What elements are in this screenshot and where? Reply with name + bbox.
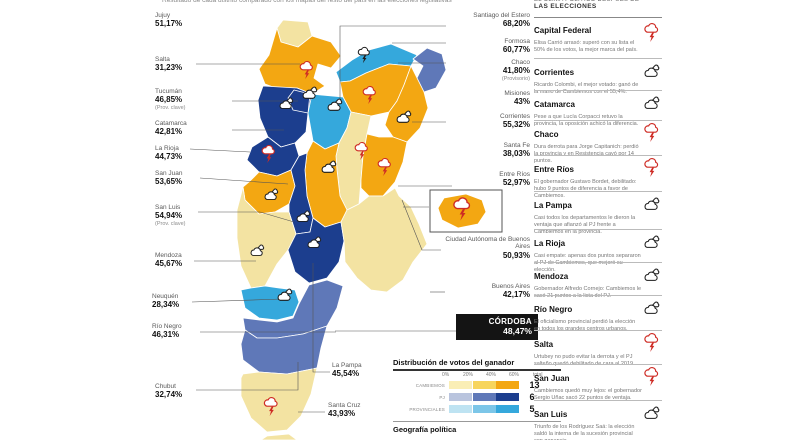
map-label-chubut: Chubut 32,74% <box>155 383 183 400</box>
map-label-santa-cruz: Santa Cruz 43,93% <box>328 402 361 419</box>
sidebar-entry-chaco: Chaco Dura derrota para Jorge Capitanich… <box>534 120 662 165</box>
swatch <box>496 405 519 413</box>
sidebar: EL CLIMA POLÍTICO DESPUÉS DE LAS ELECCIO… <box>534 0 662 440</box>
map-label-rio-negro: Río Negro 46,31% <box>152 323 182 340</box>
map-label-santiago: Santiago del Estero 68,20% <box>473 12 530 29</box>
top-caption: Resultado de cada distrito comparado con… <box>162 0 452 4</box>
map-label-neuquen: Neuquén 28,34% <box>152 293 180 310</box>
clouds-icon <box>643 60 660 82</box>
map-label-salta: Salta 31,23% <box>155 56 183 73</box>
legend-row-provinciales: Provinciales 5 <box>409 404 535 414</box>
entre-rios-inset <box>429 189 503 233</box>
province-corrientes <box>384 65 429 143</box>
clouds-icon <box>643 92 660 114</box>
map-label-san-juan: San Juan 53,65% <box>155 170 183 187</box>
sidebar-header: EL CLIMA POLÍTICO DESPUÉS DE LAS ELECCIO… <box>534 0 662 18</box>
map-label-entre-rios: Entre Ríos 52,97% <box>499 171 530 188</box>
legend-title: Distribución de votos del ganador <box>393 358 561 371</box>
swatch <box>472 405 496 413</box>
province-santa-cruz <box>240 367 318 433</box>
sidebar-entry-corrientes: Corrientes Ricardo Colombi, el mejor vot… <box>534 58 662 96</box>
clouds-icon <box>643 231 660 253</box>
province-chubut <box>240 325 328 375</box>
swatch <box>449 393 472 401</box>
province-la-pampa <box>287 217 345 284</box>
swatch <box>472 393 496 401</box>
leader-lines <box>189 25 456 413</box>
sidebar-entry-san-luis: San Luis Triunfo de los Rodríguez Saá: l… <box>534 400 662 440</box>
storm-icon <box>643 332 660 354</box>
sidebar-entry-entre-rios: Entre Ríos El gobernador Gustavo Bordet,… <box>534 155 662 200</box>
map-label-san-luis: San Luis 54,94% (Prov. clave) <box>155 204 186 227</box>
province-misiones <box>412 47 447 93</box>
map-label-la-rioja: La Rioja 44,73% <box>155 145 183 162</box>
legend-footer: Geografía política <box>393 421 561 434</box>
swatch <box>449 381 472 389</box>
clouds-icon <box>643 297 660 319</box>
clouds-icon <box>643 402 660 424</box>
map-label-formosa: Formosa 60,77% <box>502 38 530 55</box>
province-buenos-aires <box>340 187 428 293</box>
province-tierra-del-fuego <box>260 433 298 440</box>
swatch <box>449 405 472 413</box>
province-salta <box>258 27 342 95</box>
sidebar-entry-la-rioja: La Rioja Casi empate: apenas dos puntos … <box>534 229 662 274</box>
map-label-catamarca: Catamarca 42,81% <box>155 120 187 137</box>
legend: Distribución de votos del ganador 0% 20%… <box>393 358 561 434</box>
storm-icon <box>643 22 660 44</box>
map-label-la-pampa: La Pampa 45,54% <box>332 362 362 379</box>
sidebar-entry-salta: Salta Urtubey no pudo evitar la derrota … <box>534 330 662 368</box>
sidebar-entry-mendoza: Mendoza Gobernador Alfredo Cornejo: Camb… <box>534 262 662 300</box>
map-label-tucuman: Tucumán 46,85% (Prov. clave) <box>155 88 186 111</box>
storm-icon <box>643 157 660 179</box>
legend-ticks: 0% 20% 40% 60% total <box>442 372 543 378</box>
sidebar-entry-capital-federal: Capital Federal Elisa Carrió arrasó: sup… <box>534 20 662 54</box>
map-label-misiones: Misiones 43% <box>504 90 530 107</box>
map-label-caba: Ciudad Autónoma de Buenos Aires 50,93% <box>445 236 530 260</box>
map-label-mendoza: Mendoza 45,67% <box>155 252 183 269</box>
legend-row-pj: PJ 6 <box>439 392 535 402</box>
sidebar-entry-rio-negro: Río Negro El oficialismo provincial perd… <box>534 295 662 333</box>
storm-icon <box>643 366 660 388</box>
legend-row-cambiemos: Cambiemos 13 <box>415 380 540 390</box>
sidebar-entry-san-juan: San Juan Cambiemos quedó muy lejos: el g… <box>534 364 662 402</box>
map-label-chaco: Chaco 41,80% (Provisorio) <box>501 59 530 82</box>
storm-icon <box>643 122 660 144</box>
clouds-icon <box>643 264 660 286</box>
clouds-icon <box>643 193 660 215</box>
swatch <box>472 381 496 389</box>
map-label-jujuy: Jujuy 51,17% <box>155 12 183 29</box>
sidebar-entry-catamarca: Catamarca Pese a que Lucía Corpacci retu… <box>534 90 662 128</box>
sidebar-entry-la-pampa: La Pampa Casi todos los departamentos le… <box>534 191 662 236</box>
swatch <box>496 381 519 389</box>
map-label-corrientes: Corrientes 55,32% <box>500 113 530 130</box>
map-label-santa-fe: Santa Fe 38,03% <box>502 142 530 159</box>
cordoba-highlight-box: CÓRDOBA 48,47% <box>456 314 538 340</box>
map-label-buenos-aires: Buenos Aires 42,17% <box>491 283 530 300</box>
swatch <box>496 393 519 401</box>
